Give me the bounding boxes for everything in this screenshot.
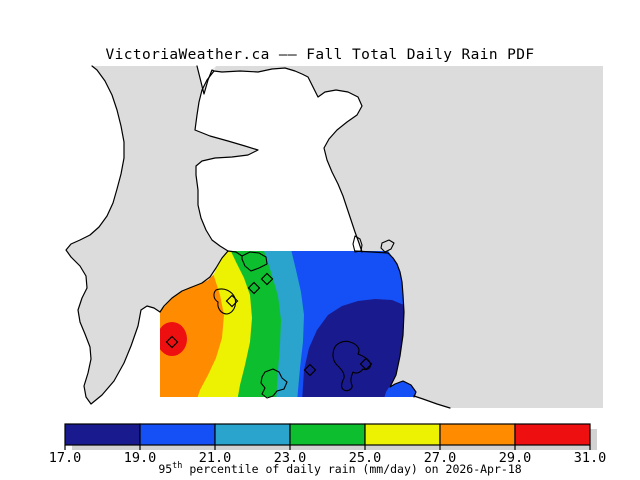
landmass-west	[66, 66, 258, 404]
station-marker	[303, 363, 317, 377]
colorbar-tick-label: 25.0	[349, 450, 382, 466]
page-title: VictoriaWeather.ca —— Fall Total Daily R…	[105, 47, 534, 63]
caption-rest: percentile of daily rain (mm/day) on 202…	[182, 462, 521, 476]
landmass-east	[214, 66, 603, 408]
coastline-inlet-east-shore	[213, 67, 363, 253]
channel-inlet-1	[352, 235, 363, 253]
colorbar-tick-label: 29.0	[499, 450, 532, 466]
colorbar-segment	[289, 423, 366, 446]
coastline-inlet-west-shore	[194, 70, 259, 252]
colorbar-tick-label: 21.0	[199, 450, 232, 466]
colorbar: 17.0 19.0 21.0 23.0 25.0 27.0 29.0 31.0	[49, 423, 607, 466]
caption-base: 95	[158, 462, 172, 476]
coastline-east-shore	[354, 250, 417, 398]
coastline-top-notch	[196, 65, 215, 95]
colorbar-segment	[64, 423, 141, 446]
island-outline	[260, 368, 288, 399]
station-marker	[225, 294, 239, 308]
colorbar-segment	[514, 423, 591, 446]
station-markers	[165, 272, 373, 377]
colorbar-tick-label: 19.0	[124, 450, 157, 466]
colorbar-segment	[214, 423, 291, 446]
colorbar-tick-label: 23.0	[274, 450, 307, 466]
channel-inlet-2	[380, 239, 395, 253]
coastal-spit	[241, 251, 268, 272]
colorbar-segment	[139, 423, 216, 446]
caption-superscript: th	[172, 461, 182, 471]
colorbar-caption: 95th percentile of daily rain (mm/day) o…	[158, 461, 521, 476]
colorbar-tick-label: 31.0	[574, 450, 607, 466]
colorbar-segment	[364, 423, 441, 446]
coastlines	[65, 65, 451, 409]
coastline-southeast	[413, 395, 451, 409]
coastline-victoria-shore	[159, 250, 243, 313]
colorbar-tick-label: 27.0	[424, 450, 457, 466]
coastline-west-outer	[65, 65, 161, 405]
station-marker	[165, 335, 179, 349]
contour-core-29-31	[160, 322, 187, 356]
harbour-inlet	[213, 288, 237, 315]
lake-outline	[332, 340, 372, 392]
station-marker	[247, 281, 261, 295]
colorbar-segment	[439, 423, 516, 446]
base-map	[66, 66, 603, 408]
contour-band-17-19	[302, 299, 405, 397]
station-marker	[260, 272, 274, 286]
station-marker	[359, 357, 373, 371]
colorbar-tick-label: 17.0	[49, 450, 82, 466]
